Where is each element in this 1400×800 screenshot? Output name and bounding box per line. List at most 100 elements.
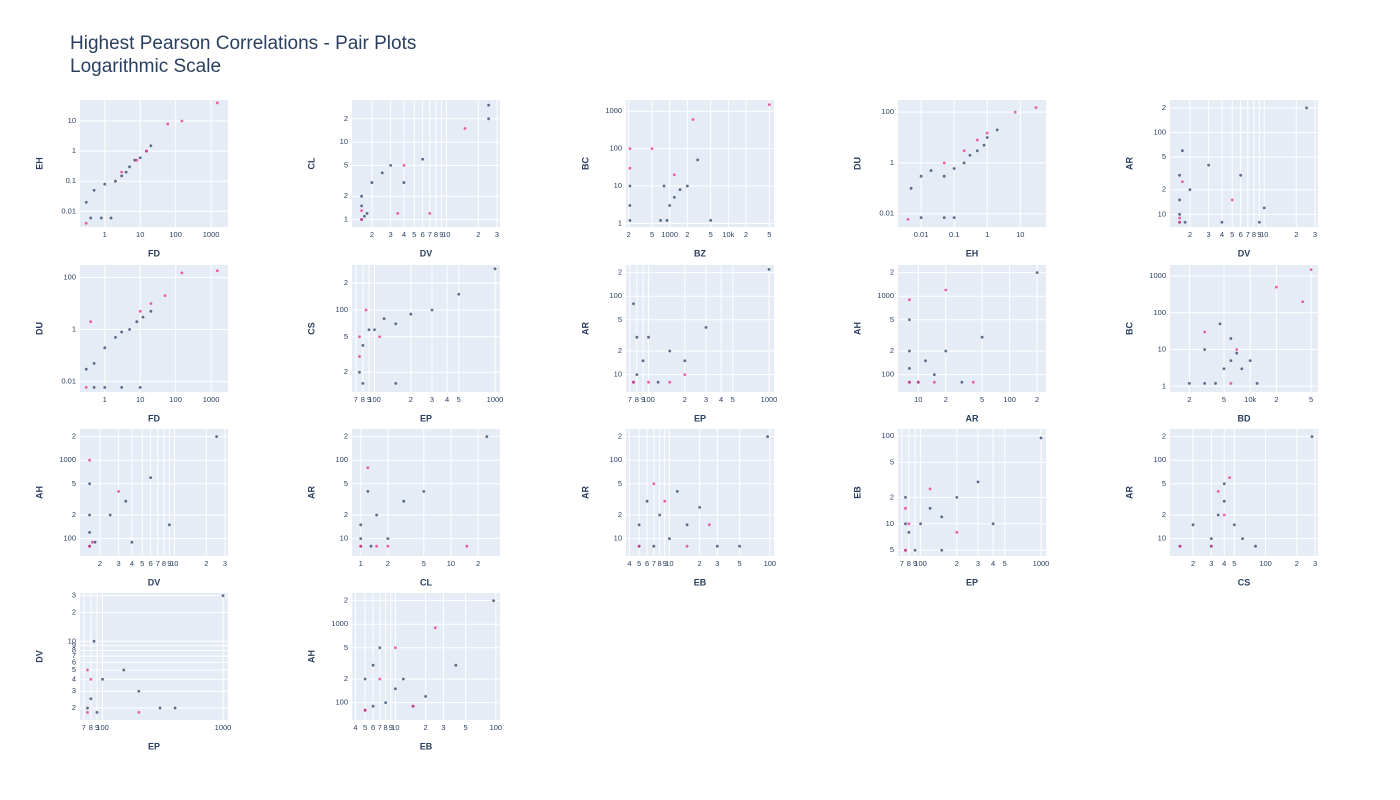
point xyxy=(904,548,907,552)
point xyxy=(675,490,679,493)
y-tick-label: 5 xyxy=(344,643,348,652)
x-tick-label: 7 xyxy=(156,559,160,568)
point xyxy=(672,173,676,177)
y-tick-label: 0.01 xyxy=(61,377,76,386)
y-tick-label: 2 xyxy=(1162,510,1166,519)
point xyxy=(103,346,107,350)
point xyxy=(394,381,398,385)
point xyxy=(928,487,932,491)
point xyxy=(906,217,910,221)
point xyxy=(1187,381,1191,385)
point xyxy=(766,435,770,438)
y-axis-label: BC xyxy=(1124,322,1134,335)
x-tick-label: 5 xyxy=(363,723,367,732)
x-tick-label: 3 xyxy=(976,559,980,568)
y-tick-label: 5 xyxy=(1162,479,1166,488)
x-tick-label: 100 xyxy=(642,395,655,404)
point xyxy=(422,490,426,493)
point xyxy=(92,639,96,643)
y-tick-label: 2 xyxy=(72,510,76,519)
x-tick-label: 1000 xyxy=(203,230,220,239)
point xyxy=(715,544,719,548)
x-tick-label: 7 xyxy=(378,723,382,732)
point xyxy=(1035,271,1039,274)
point xyxy=(1207,163,1211,167)
plot-area xyxy=(626,265,774,392)
point xyxy=(135,158,139,162)
y-axis-label: CL xyxy=(306,157,316,169)
point xyxy=(968,153,972,157)
point xyxy=(378,677,382,681)
point xyxy=(149,309,153,313)
y-axis-label: DV xyxy=(34,650,44,663)
point xyxy=(163,294,167,298)
point xyxy=(1310,435,1314,438)
x-axis-label: DV xyxy=(420,248,433,258)
point xyxy=(88,513,91,517)
point xyxy=(647,380,650,384)
x-axis-label: AR xyxy=(966,413,979,423)
y-axis-label: DU xyxy=(34,322,44,335)
y-tick-label: 10 xyxy=(1158,345,1166,354)
point xyxy=(1305,106,1308,110)
point xyxy=(971,380,975,384)
y-tick-label: 100 xyxy=(63,272,76,281)
point xyxy=(1235,351,1239,355)
point xyxy=(359,523,363,527)
y-tick-label: 2 xyxy=(344,510,348,519)
point xyxy=(124,170,128,174)
point xyxy=(1183,220,1187,224)
point xyxy=(402,181,406,184)
point xyxy=(985,131,989,135)
x-tick-label: 1 xyxy=(359,559,363,568)
point xyxy=(650,147,654,151)
point xyxy=(662,184,666,188)
point xyxy=(367,328,371,332)
y-tick-label: 1000 xyxy=(1149,271,1166,280)
point xyxy=(1203,330,1207,334)
point xyxy=(909,186,913,190)
y-tick-label: 5 xyxy=(344,332,348,341)
point xyxy=(128,165,131,169)
point xyxy=(913,548,917,552)
point xyxy=(1239,173,1243,177)
x-tick-label: 100 xyxy=(96,723,109,732)
x-axis-label: EP xyxy=(148,741,160,751)
x-tick-label: 100 xyxy=(368,395,381,404)
y-tick-label: 100 xyxy=(335,455,348,464)
point xyxy=(685,523,689,527)
point xyxy=(908,349,911,353)
point xyxy=(493,267,497,271)
point xyxy=(457,292,461,296)
point xyxy=(88,530,91,534)
point xyxy=(635,335,639,339)
point xyxy=(180,119,184,123)
point xyxy=(108,513,112,517)
x-tick-label: 10 xyxy=(665,559,673,568)
y-tick-label: 5 xyxy=(618,315,622,324)
plot-area xyxy=(898,100,1046,227)
point xyxy=(944,288,948,292)
point xyxy=(401,677,405,681)
y-tick-label: 10 xyxy=(614,370,622,379)
point xyxy=(371,663,375,667)
point xyxy=(944,349,948,353)
point xyxy=(976,480,980,484)
y-tick-label: 10 xyxy=(614,181,622,190)
point xyxy=(1222,482,1226,486)
x-axis-label: EH xyxy=(966,248,979,258)
point xyxy=(672,195,676,199)
point xyxy=(1216,490,1220,493)
x-tick-label: 3 xyxy=(715,559,719,568)
y-tick-label: 2 xyxy=(618,510,622,519)
point xyxy=(485,435,489,438)
y-tick-label: 10 xyxy=(68,116,76,125)
y-tick-label: 1000 xyxy=(877,291,894,300)
y-tick-label: 6 xyxy=(72,657,76,666)
x-tick-label: 4 xyxy=(130,559,134,568)
point xyxy=(628,204,632,207)
point xyxy=(696,158,700,162)
point xyxy=(916,380,920,384)
point xyxy=(641,359,645,363)
plot-area xyxy=(352,100,500,227)
